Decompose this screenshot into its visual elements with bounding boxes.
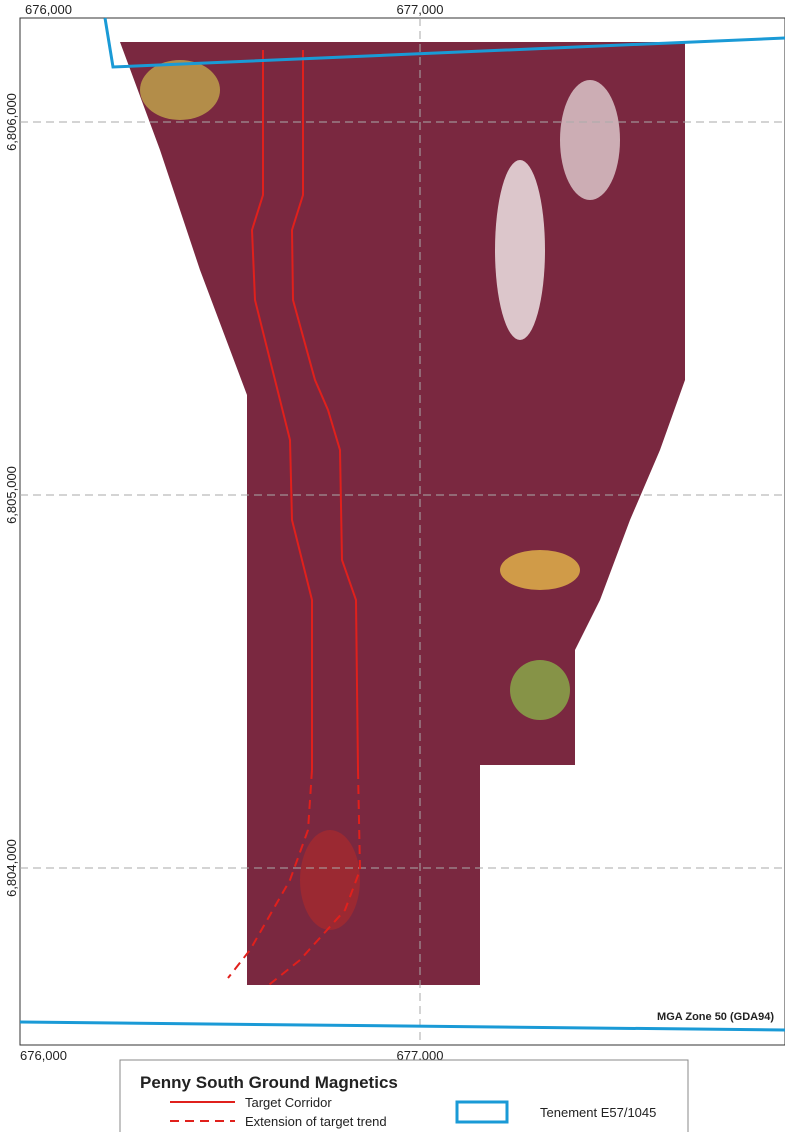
anomaly <box>495 160 545 340</box>
anomaly <box>500 550 580 590</box>
anomaly <box>560 80 620 200</box>
x-label-bottom: 676,000 <box>20 1048 67 1063</box>
y-label: 6,804,000 <box>4 839 19 897</box>
legend-item: Tenement E57/1045 <box>540 1105 656 1120</box>
legend-item: Target Corridor <box>245 1095 332 1110</box>
anomaly <box>140 60 220 120</box>
legend-item: Extension of target trend <box>245 1114 387 1129</box>
x-label-top: 676,000 <box>25 2 72 17</box>
y-label: 6,806,000 <box>4 93 19 151</box>
projection: MGA Zone 50 (GDA94) <box>657 1011 774 1023</box>
map-page: 676,000 677,000 676,000 677,000 6,806,00… <box>0 0 785 1132</box>
y-label: 6,805,000 <box>4 466 19 524</box>
x-label-top: 677,000 <box>397 2 444 17</box>
anomaly <box>510 660 570 720</box>
legend-title: Penny South Ground Magnetics <box>140 1073 398 1092</box>
anomaly <box>300 830 360 930</box>
